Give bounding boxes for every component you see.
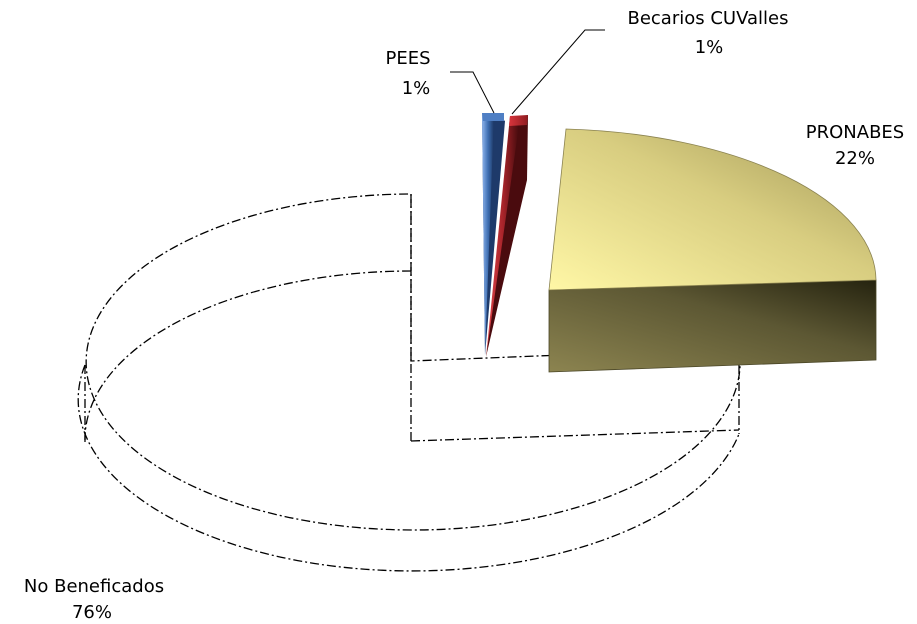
slice-becarios-front: [486, 116, 520, 357]
slice-pees-front: [482, 113, 494, 355]
slice-becarios-side: [486, 115, 528, 357]
slice-pronabes: [548, 128, 877, 373]
label-becarios-percent: 1%: [695, 37, 724, 58]
label-pees-percent: 1%: [402, 78, 431, 99]
label-pronabes-name: PRONABES: [806, 122, 904, 143]
label-no-beneficados-percent: 76%: [72, 602, 112, 623]
label-pees-name: PEES: [385, 48, 430, 69]
slice-no-beneficados-bottom-arc: [84, 270, 412, 441]
leader-line-pees: [450, 71, 495, 114]
slice-pees: [482, 113, 505, 355]
slice-pronabes-top: [548, 128, 877, 291]
slice-no-beneficados-bottom-cut: [410, 429, 740, 442]
slice-no-beneficados: [77, 193, 741, 572]
slice-pees-top: [482, 113, 504, 121]
slice-no-beneficados-rim: [77, 364, 740, 572]
slice-no-beneficados-top: [85, 193, 741, 531]
slice-pronabes-side: [548, 279, 877, 373]
label-no-beneficados-name: No Beneficados: [24, 576, 164, 597]
leader-line-becarios: [511, 29, 605, 115]
slice-becarios: [486, 115, 528, 357]
slice-becarios-top: [509, 115, 528, 126]
label-becarios-name: Becarios CUValles: [627, 8, 788, 29]
label-pronabes-percent: 22%: [835, 148, 875, 169]
